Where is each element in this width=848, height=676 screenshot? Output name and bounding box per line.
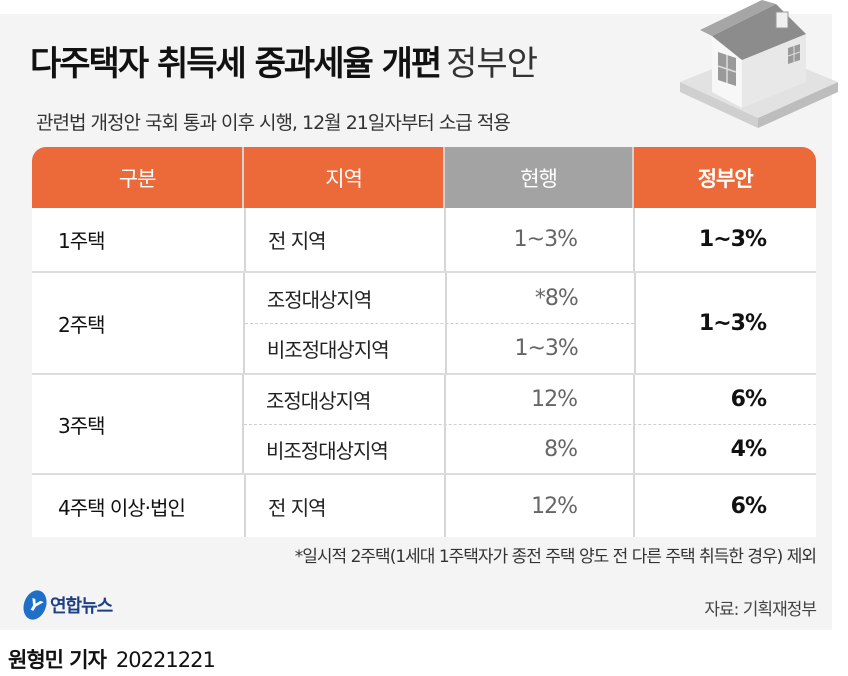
current-rate-cell: *8% (444, 273, 634, 323)
current-rate-cell: 8% (444, 425, 633, 473)
proposal-rate-cell: 6% (633, 475, 816, 537)
current-rate-cell: 12% (444, 375, 633, 424)
column-header-proposal: 정부안 (632, 147, 816, 208)
proposal-rate-cell: 4% (633, 425, 816, 473)
category-cell: 2주택 (58, 312, 106, 337)
table-row: 2주택 조정대상지역 *8% 비조정대상지역 1~3% 1~3% (32, 271, 816, 373)
region-cell: 비조정대상지역 (266, 338, 390, 362)
tax-rate-table: 구분 지역 현행 정부안 1주택 전 지역 1~3% 1~3% 2주택 조정대상… (32, 147, 816, 537)
source-credit: 자료: 기획재정부 (704, 600, 817, 620)
current-rate-cell: 12% (444, 475, 633, 537)
proposal-rate-cell: 6% (633, 375, 816, 424)
table-row: 4주택 이상·법인 전 지역 12% 6% (32, 473, 816, 537)
table-row: 1주택 전 지역 1~3% 1~3% (32, 208, 816, 271)
table-header: 구분 지역 현행 정부안 (32, 147, 816, 208)
title-light: 정부안 (446, 44, 538, 84)
column-header-current: 현행 (442, 147, 633, 208)
table-row: 3주택 조정대상지역 12% 6% 비조정대상지역 8% 4% (32, 373, 816, 473)
current-rate-cell: 1~3% (444, 208, 633, 271)
sub-row: 비조정대상지역 8% 4% (244, 424, 816, 473)
sub-rows: 조정대상지역 12% 6% 비조정대상지역 8% 4% (242, 375, 816, 473)
column-header-region: 지역 (242, 147, 443, 208)
region-cell: 전 지역 (244, 475, 444, 537)
yonhap-logo: Y 연합뉴스 (19, 587, 113, 623)
byline: 원형민 기자 20221221 (8, 644, 216, 674)
page-title: 다주택자 취득세 중과세율 개편 정부안 (30, 36, 538, 85)
region-cell: 조정대상지역 (266, 389, 371, 413)
title-bold: 다주택자 취득세 중과세율 개편 (30, 44, 442, 84)
sub-row: 비조정대상지역 1~3% (244, 323, 634, 373)
region-cell: 전 지역 (244, 208, 444, 271)
subtitle: 관련법 개정안 국회 통과 이후 시행, 12월 21일자부터 소급 적용 (36, 112, 511, 134)
category-cell: 4주택 이상·법인 (58, 495, 186, 520)
reporter-name: 원형민 기자 (8, 648, 107, 672)
column-header-category: 구분 (32, 147, 243, 208)
footnote: *일시적 2주택(1세대 1주택자가 종전 주택 양도 전 다른 주택 취득한 … (294, 547, 817, 567)
sub-rows: 조정대상지역 *8% 비조정대상지역 1~3% (242, 273, 634, 373)
sub-row: 조정대상지역 12% 6% (244, 375, 816, 424)
category-cell: 3주택 (58, 413, 106, 438)
table-body: 1주택 전 지역 1~3% 1~3% 2주택 조정대상지역 *8% 비조정대상지… (32, 208, 816, 537)
house-icon (680, 0, 838, 128)
publish-date: 20221221 (115, 648, 216, 672)
region-cell: 비조정대상지역 (266, 438, 389, 463)
category-cell: 1주택 (58, 229, 106, 253)
sub-row: 조정대상지역 *8% (245, 273, 634, 323)
yonhap-logo-icon: Y (19, 587, 51, 623)
region-cell: 조정대상지역 (266, 287, 372, 312)
proposal-rate-cell: 1~3% (633, 208, 816, 271)
logo-text: 연합뉴스 (50, 596, 113, 617)
proposal-rate-cell: 1~3% (633, 273, 816, 373)
current-rate-cell: 1~3% (444, 324, 634, 373)
